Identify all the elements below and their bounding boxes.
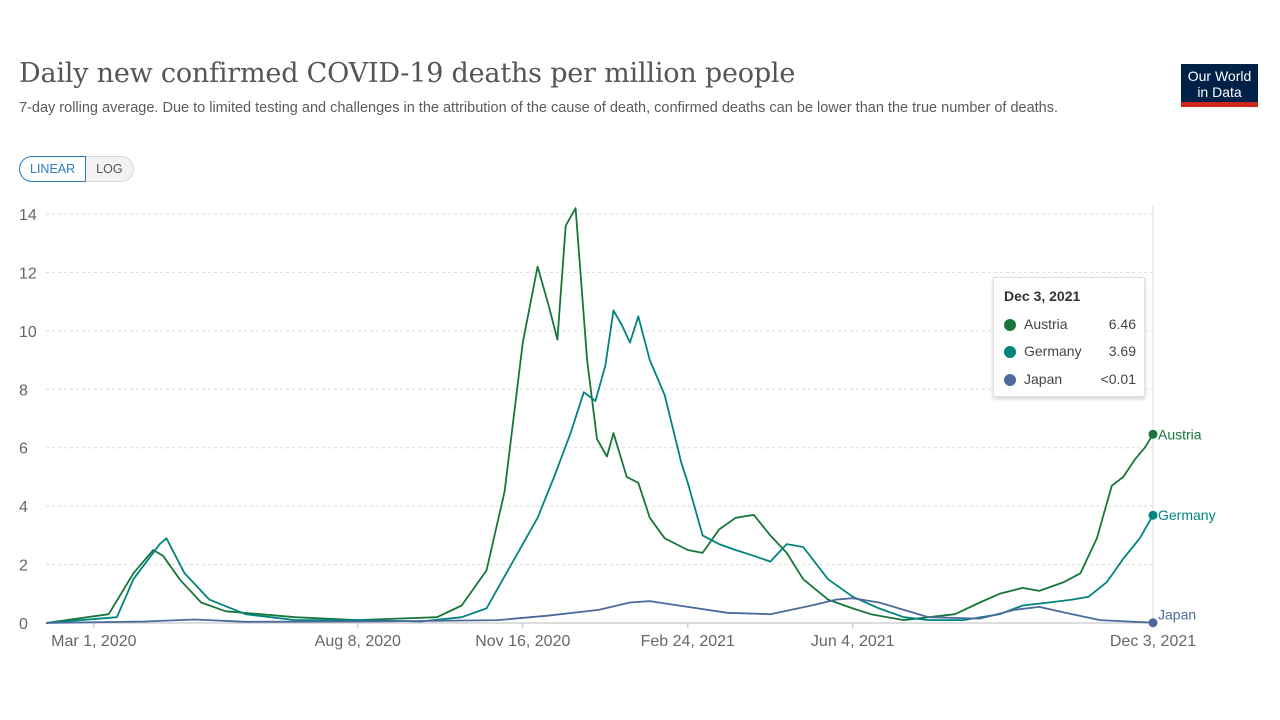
- japan-legend-dot: [1004, 374, 1016, 386]
- tooltip-row-austria: Austria 6.46: [1002, 316, 1136, 334]
- tooltip-name: Germany: [1024, 343, 1082, 359]
- logo-line-1: Our World: [1187, 68, 1252, 84]
- japan-line-label: Japan: [1158, 607, 1196, 623]
- japan-end-dot: [1148, 618, 1158, 628]
- austria-end-dot: [1148, 429, 1158, 439]
- germany-end-dot: [1148, 510, 1158, 520]
- chart-title: Daily new confirmed COVID-19 deaths per …: [19, 58, 796, 89]
- x-tick-label: Jun 4, 2021: [811, 633, 895, 650]
- y-tick-label: 8: [19, 382, 28, 399]
- y-tick-label: 4: [19, 499, 28, 516]
- y-tick-label: 2: [19, 558, 28, 575]
- log-scale-button[interactable]: LOG: [86, 156, 134, 182]
- germany-line-label: Germany: [1158, 507, 1216, 523]
- y-tick-label: 0: [19, 616, 28, 633]
- y-tick-label: 12: [19, 265, 37, 282]
- y-tick-label: 6: [19, 441, 28, 458]
- logo-line-2: in Data: [1197, 84, 1242, 100]
- tooltip-value: <0.01: [1100, 371, 1136, 387]
- japan-line: [45, 597, 1154, 624]
- scale-toggle: LINEAR LOG: [19, 156, 134, 182]
- tooltip-value: 6.46: [1108, 316, 1136, 332]
- hover-tooltip: Dec 3, 2021 Austria 6.46 Germany 3.69 Ja…: [993, 277, 1145, 397]
- tooltip-value: 3.69: [1108, 343, 1136, 359]
- x-tick-label: Dec 3, 2021: [1110, 633, 1196, 650]
- tooltip-name: Austria: [1024, 316, 1068, 332]
- y-tick-label: 14: [19, 207, 37, 224]
- germany-line: [45, 309, 1154, 624]
- austria-line: [45, 207, 1154, 624]
- owid-logo[interactable]: Our World in Data: [1181, 64, 1258, 107]
- chart-subtitle: 7-day rolling average. Due to limited te…: [19, 100, 1059, 116]
- y-tick-label: 10: [19, 324, 37, 341]
- x-tick-label: Aug 8, 2020: [315, 633, 401, 650]
- austria-line-label: Austria: [1158, 426, 1202, 442]
- x-tick-label: Nov 16, 2020: [475, 633, 570, 650]
- linear-scale-button[interactable]: LINEAR: [19, 156, 87, 182]
- x-tick-label: Feb 24, 2021: [641, 633, 735, 650]
- tooltip-date: Dec 3, 2021: [1004, 288, 1081, 304]
- x-tick-label: Mar 1, 2020: [51, 633, 136, 650]
- austria-legend-dot: [1004, 319, 1016, 331]
- tooltip-row-germany: Germany 3.69: [1002, 343, 1136, 361]
- tooltip-row-japan: Japan <0.01: [1002, 371, 1136, 389]
- tooltip-name: Japan: [1024, 371, 1063, 387]
- germany-legend-dot: [1004, 346, 1016, 358]
